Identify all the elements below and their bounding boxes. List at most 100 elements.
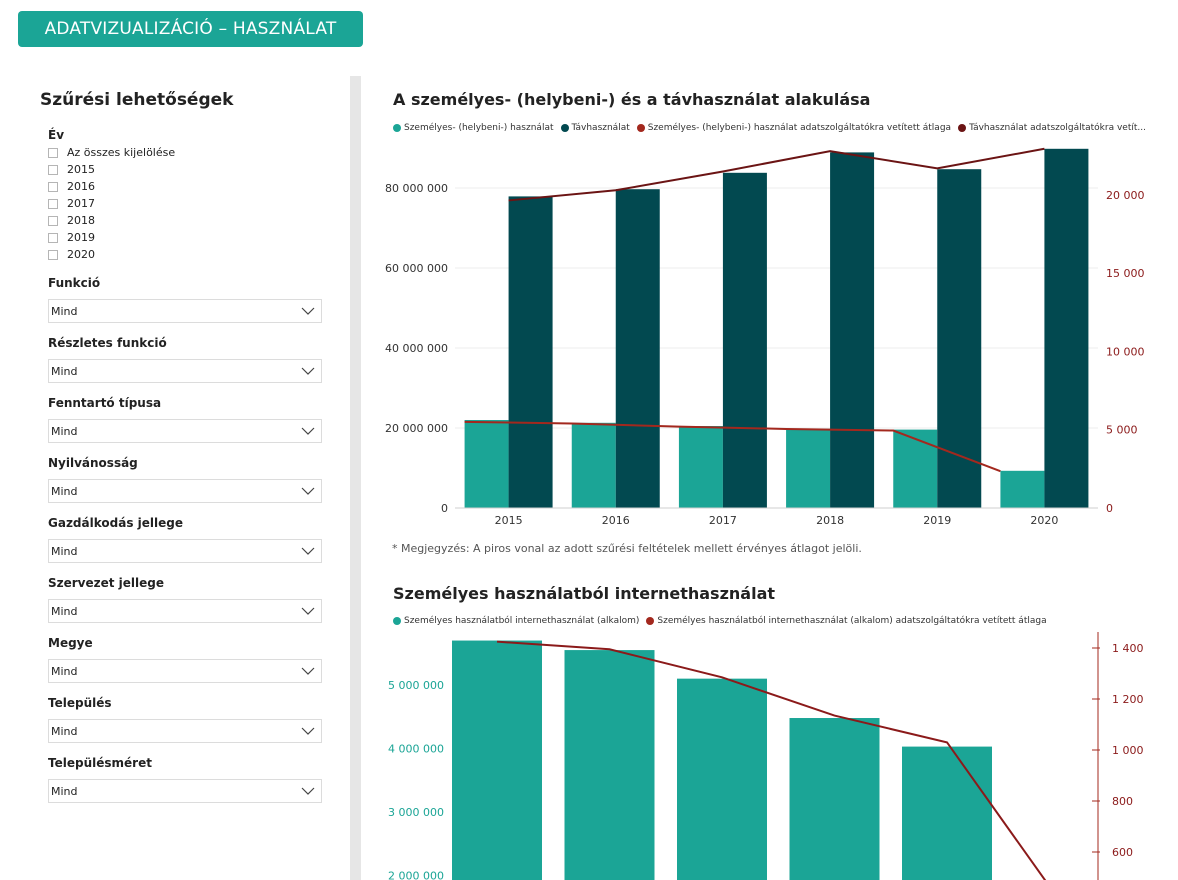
chart1-plot: 0 20 000 000 40 000 000 60 000 000 80 000 00… bbox=[385, 147, 1145, 527]
dropdown-fenntarto-tipusa[interactable]: Mind bbox=[48, 419, 322, 443]
x-tick-label: 2015 bbox=[495, 514, 523, 527]
filter-sidebar: Szűrési lehetőségek Év Az összes kijelöl… bbox=[40, 88, 330, 803]
year-option-all[interactable]: Az összes kijelölése bbox=[48, 144, 330, 161]
dropdown-reszletes-funkcio[interactable]: Mind bbox=[48, 359, 322, 383]
chart2-title: Személyes használatból internethasználat bbox=[393, 584, 776, 603]
year-option-label: 2019 bbox=[67, 231, 95, 244]
y-right-tick-label: 800 bbox=[1112, 795, 1133, 808]
dropdown-funkcio[interactable]: Mind bbox=[48, 299, 322, 323]
checkbox[interactable] bbox=[48, 215, 58, 226]
filter-label: Település bbox=[48, 696, 112, 710]
x-tick-label: 2020 bbox=[1030, 514, 1058, 527]
legend-item[interactable]: Távhasználat adatszolgáltatókra vetít... bbox=[958, 123, 1146, 133]
filter-funkcio: Funkció Mind bbox=[48, 274, 330, 323]
year-option-2019[interactable]: 2019 bbox=[48, 229, 330, 246]
bar bbox=[1000, 470, 1045, 508]
chevron-down-icon bbox=[301, 727, 315, 735]
chevron-down-icon bbox=[301, 667, 315, 675]
year-option-label: 2015 bbox=[67, 163, 95, 176]
bar bbox=[937, 169, 982, 508]
filter-label: Településméret bbox=[48, 756, 152, 770]
y-right-tick-label: 1 400 bbox=[1112, 642, 1144, 655]
checkbox[interactable] bbox=[48, 198, 58, 209]
filter-gazdalkodas-jellege: Gazdálkodás jellege Mind bbox=[48, 514, 330, 563]
dropdown-value: Mind bbox=[51, 664, 78, 678]
y-right-tick-label: 1 000 bbox=[1112, 744, 1144, 757]
chevron-down-icon bbox=[301, 427, 315, 435]
y-right-tick-label: 15 000 bbox=[1106, 267, 1145, 280]
filter-label: Megye bbox=[48, 636, 93, 650]
sidebar-title: Szűrési lehetőségek bbox=[40, 90, 234, 110]
x-tick-label: 2019 bbox=[923, 514, 951, 527]
legend-dot bbox=[393, 617, 401, 625]
checkbox[interactable] bbox=[48, 164, 58, 175]
bar bbox=[464, 420, 509, 508]
y-right-tick-label: 1 200 bbox=[1112, 693, 1144, 706]
legend-label: Személyes- (helybeni-) használat adatszo… bbox=[647, 123, 952, 133]
bar bbox=[722, 172, 767, 509]
dropdown-nyilvanossag[interactable]: Mind bbox=[48, 479, 322, 503]
bar bbox=[786, 428, 831, 508]
chart2-legend: Személyes használatból internethasználat… bbox=[393, 616, 1054, 626]
y-right-tick-label: 20 000 bbox=[1106, 189, 1145, 202]
bar bbox=[677, 678, 767, 880]
checkbox[interactable] bbox=[48, 232, 58, 243]
legend-dot bbox=[636, 124, 645, 132]
year-option-2016[interactable]: 2016 bbox=[48, 178, 330, 195]
legend-label: Távhasználat bbox=[571, 123, 630, 133]
year-option-2020[interactable]: 2020 bbox=[48, 246, 330, 263]
legend-dot bbox=[646, 617, 655, 625]
year-option-2015[interactable]: 2015 bbox=[48, 161, 330, 178]
filter-megye: Megye Mind bbox=[48, 634, 330, 683]
dropdown-gazdalkodas-jellege[interactable]: Mind bbox=[48, 539, 322, 563]
dropdown-value: Mind bbox=[51, 604, 78, 618]
legend-label: Személyes használatból internethasználat… bbox=[657, 616, 1047, 626]
dropdown-telepules[interactable]: Mind bbox=[48, 719, 322, 743]
filter-telepules: Település Mind bbox=[48, 694, 330, 743]
page-title-button[interactable]: ADATVIZUALIZÁCIÓ – HASZNÁLAT bbox=[18, 11, 363, 47]
year-option-label: Az összes kijelölése bbox=[67, 146, 176, 159]
panel-divider bbox=[350, 76, 361, 880]
year-option-2017[interactable]: 2017 bbox=[48, 195, 330, 212]
y-left-tick-label: 20 000 000 bbox=[385, 422, 448, 435]
chevron-down-icon bbox=[301, 547, 315, 555]
y-left-tick-label: 3 000 000 bbox=[388, 806, 444, 819]
checkbox[interactable] bbox=[48, 147, 58, 158]
y-left-tick-label: 4 000 000 bbox=[388, 743, 444, 756]
dropdown-megye[interactable]: Mind bbox=[48, 659, 322, 683]
filter-label: Funkció bbox=[48, 276, 101, 290]
dropdown-szervezet-jellege[interactable]: Mind bbox=[48, 599, 322, 623]
checkbox[interactable] bbox=[48, 181, 58, 192]
y-right-tick-label: 5 000 bbox=[1106, 424, 1138, 437]
filter-reszletes-funkcio: Részletes funkció Mind bbox=[48, 334, 330, 383]
bar bbox=[1044, 148, 1089, 509]
legend-item[interactable]: Személyes használatból internethasználat… bbox=[646, 616, 1047, 626]
filter-label: Részletes funkció bbox=[48, 336, 167, 350]
legend-item[interactable]: Személyes- (helybeni-) használat bbox=[393, 123, 554, 133]
bar bbox=[789, 718, 880, 880]
y-right-tick-label: 10 000 bbox=[1106, 345, 1145, 358]
bar bbox=[902, 746, 992, 880]
legend-item[interactable]: Személyes- (helybeni-) használat adatszo… bbox=[636, 123, 952, 133]
y-left-tick-label: 60 000 000 bbox=[385, 262, 448, 275]
bar bbox=[571, 422, 616, 508]
checkbox[interactable] bbox=[48, 249, 58, 260]
y-left-tick-label: 5 000 000 bbox=[388, 679, 444, 692]
y-left-tick-label: 40 000 000 bbox=[385, 342, 448, 355]
filter-label: Szervezet jellege bbox=[48, 576, 165, 590]
legend-dot bbox=[958, 124, 967, 132]
legend-label: Távhasználat adatszolgáltatókra vetít... bbox=[969, 123, 1146, 133]
filter-nyilvanossag: Nyilvánosság Mind bbox=[48, 454, 330, 503]
dropdown-value: Mind bbox=[51, 304, 78, 318]
dropdown-value: Mind bbox=[51, 484, 78, 498]
filter-label: Nyilvánosság bbox=[48, 456, 138, 470]
year-option-2018[interactable]: 2018 bbox=[48, 212, 330, 229]
filter-telepulesmeret: Településméret Mind bbox=[48, 754, 330, 803]
legend-item[interactable]: Távhasználat bbox=[560, 123, 630, 133]
legend-dot bbox=[560, 124, 569, 132]
chart2-plot: 2 000 000 3 000 000 4 000 000 5 000 000 600 8… bbox=[388, 632, 1144, 880]
dropdown-telepulesmeret[interactable]: Mind bbox=[48, 779, 322, 803]
dropdown-value: Mind bbox=[51, 424, 78, 438]
legend-item[interactable]: Személyes használatból internethasználat… bbox=[393, 616, 639, 626]
bar bbox=[830, 152, 875, 508]
